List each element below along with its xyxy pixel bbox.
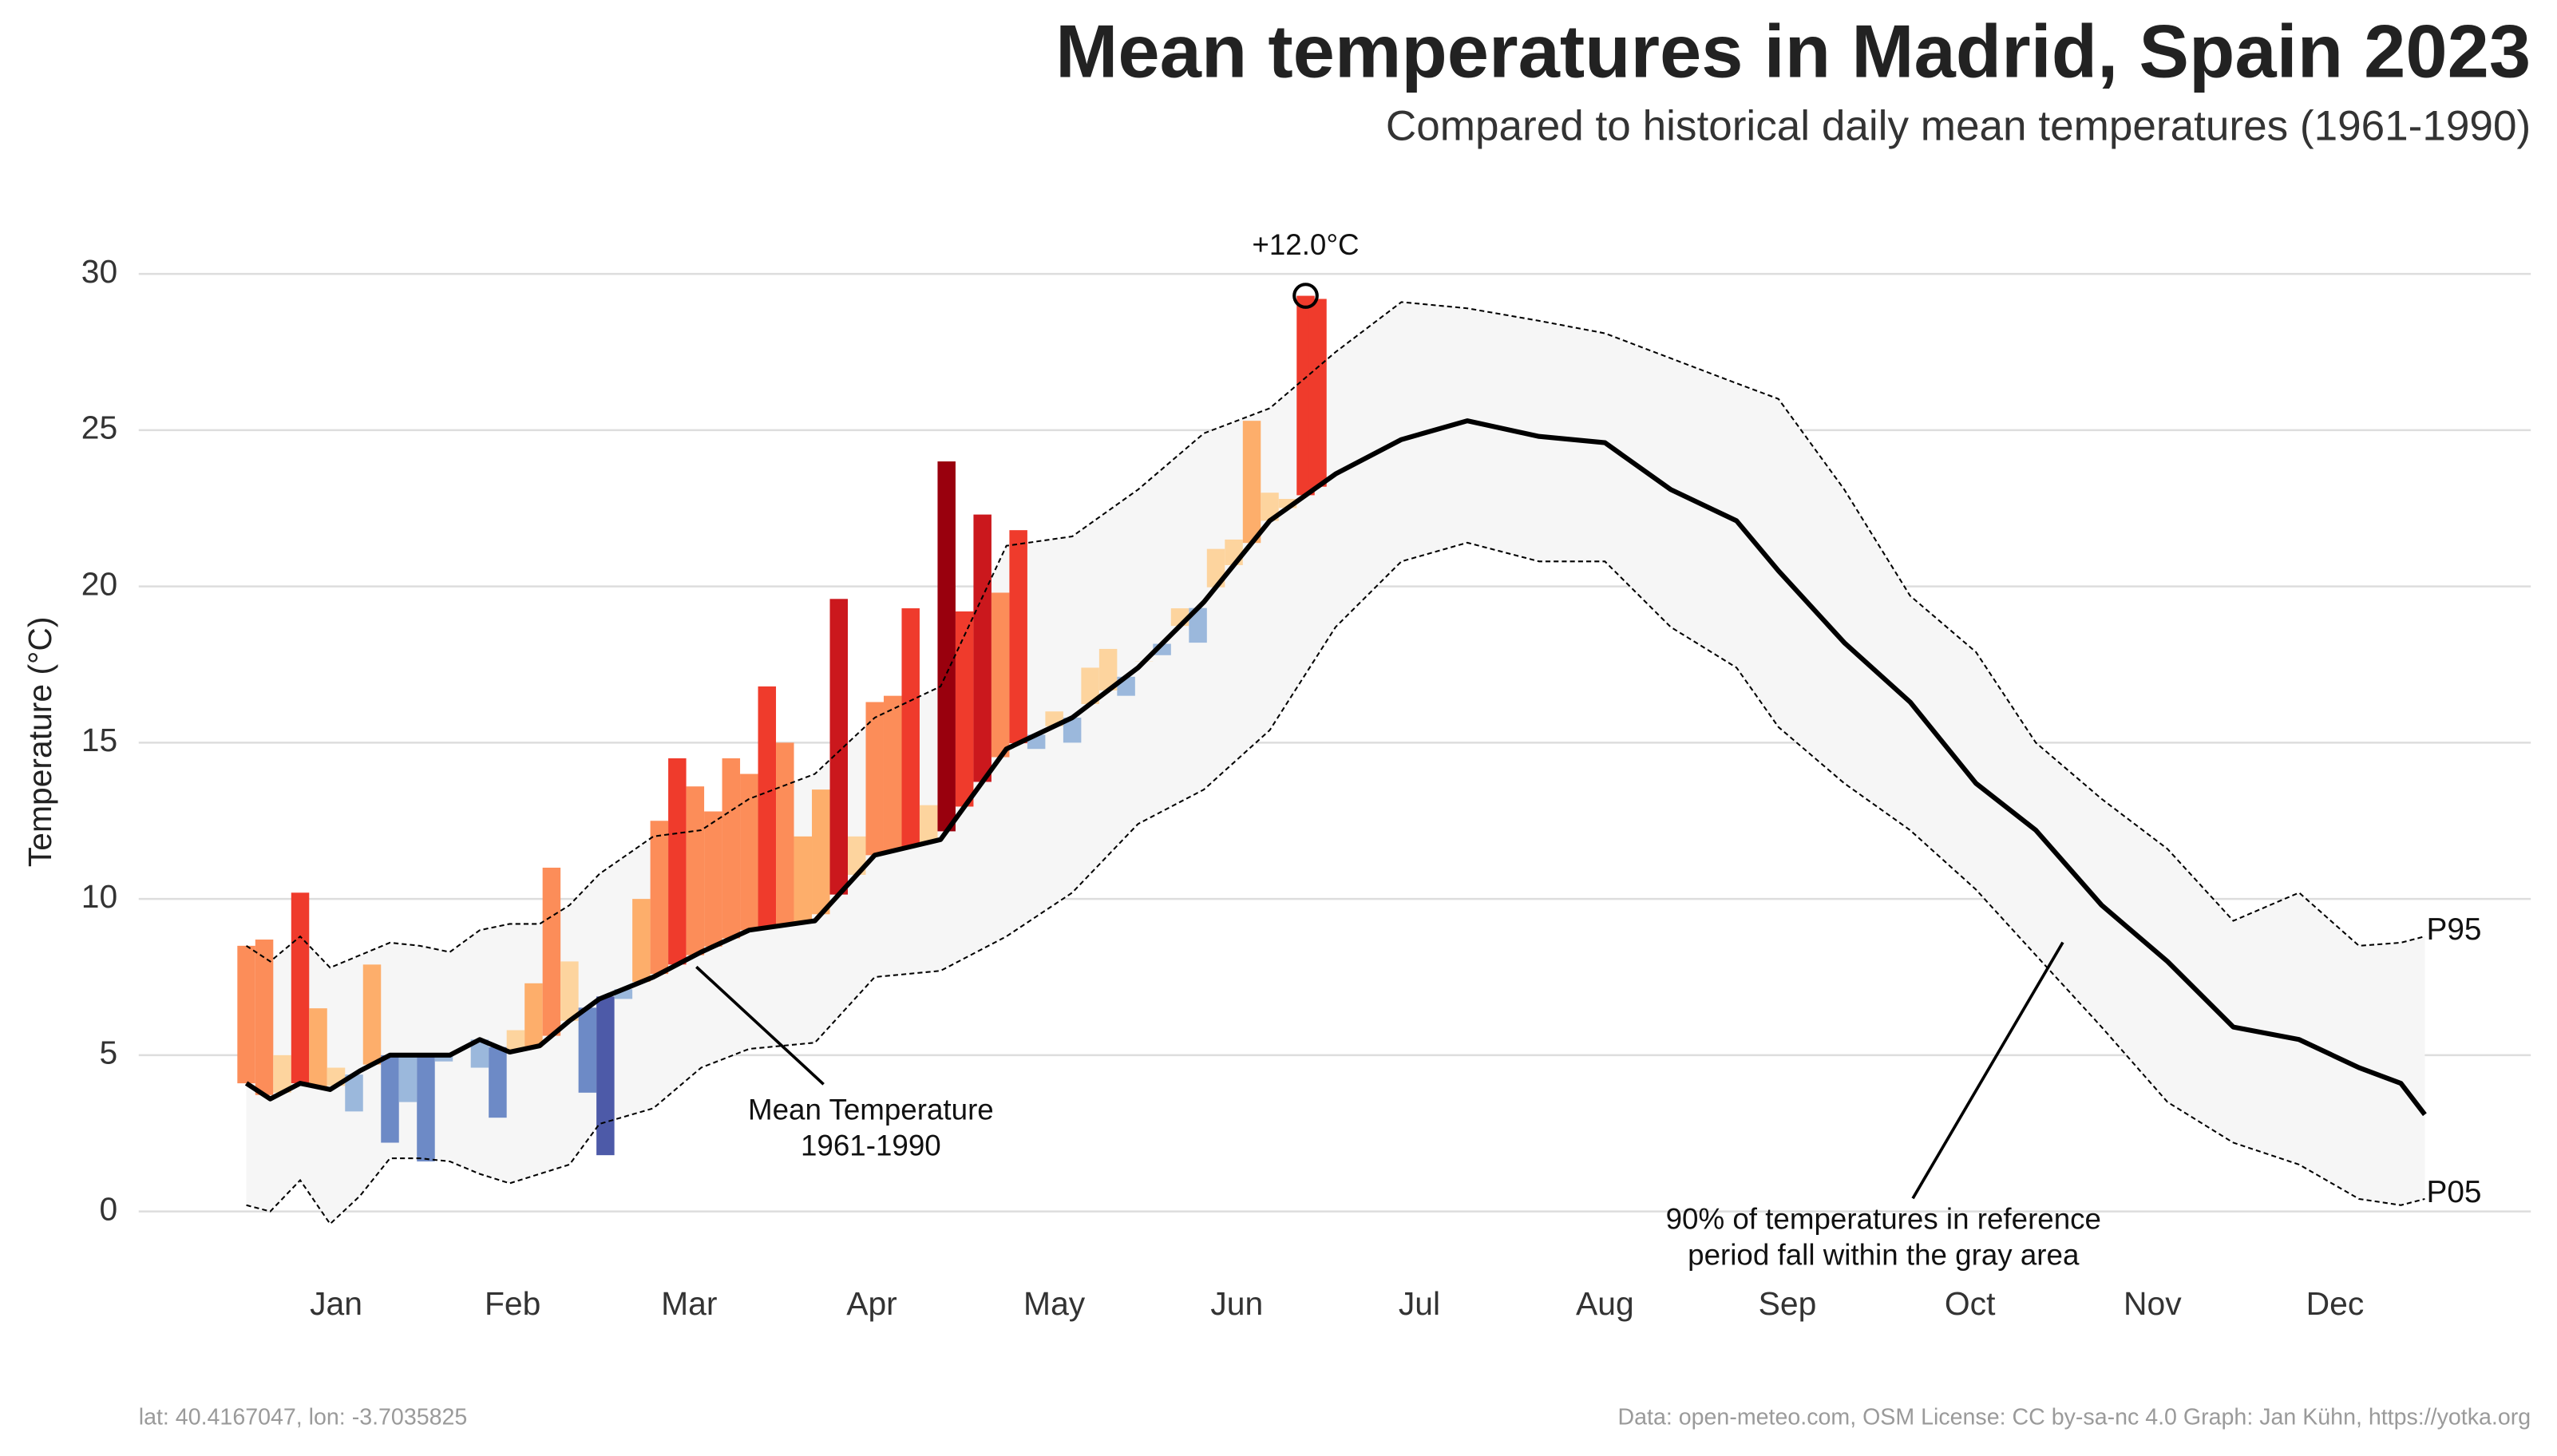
anomaly-bar	[1261, 493, 1279, 521]
x-tick-label: Jun	[1210, 1285, 1263, 1322]
x-tick-label: Feb	[485, 1285, 540, 1322]
plot-area: P95 P05 +12.0°C	[237, 228, 2481, 1225]
anomaly-bar	[668, 758, 687, 965]
y-tick-label: 5	[99, 1035, 117, 1071]
anomaly-bar	[417, 1054, 435, 1161]
x-tick-label: Aug	[1576, 1285, 1634, 1322]
anomaly-bar	[829, 599, 848, 895]
anomaly-bar	[865, 702, 884, 856]
footer-right: Data: open-meteo.com, OSM License: CC by…	[1618, 1405, 2531, 1430]
anomaly-bar	[434, 1054, 453, 1062]
anomaly-bar	[489, 1046, 507, 1118]
anomaly-bar	[273, 1054, 291, 1093]
x-tick-label: Nov	[2124, 1285, 2182, 1322]
anomaly-bar	[955, 611, 974, 807]
anomaly-bar	[1009, 530, 1027, 744]
leader-line	[695, 965, 825, 1086]
anomaly-bar	[506, 1030, 525, 1051]
anomaly-bar	[883, 695, 902, 851]
x-tick-label: Sep	[1759, 1285, 1817, 1322]
anomaly-bar	[1189, 607, 1207, 643]
y-tick-label: 15	[81, 722, 117, 758]
anomaly-bar	[632, 899, 651, 983]
y-tick-label: 30	[81, 253, 117, 290]
anomaly-bar	[560, 961, 579, 1021]
anomaly-bar	[650, 821, 669, 975]
anomaly-bar	[255, 940, 274, 1095]
chart-subtitle: Compared to historical daily mean temper…	[1386, 102, 2531, 149]
anomaly-bar	[542, 867, 561, 1036]
x-tick-label: Jan	[310, 1285, 362, 1322]
x-tick-label: Oct	[1945, 1285, 1996, 1322]
chart-title: Mean temperatures in Madrid, Spain 2023	[1055, 9, 2531, 93]
anomaly-bar	[901, 608, 920, 847]
anomaly-bar	[291, 892, 310, 1084]
mean-line	[244, 418, 2427, 1117]
y-tick-label: 20	[81, 565, 117, 602]
anomaly-bar	[524, 983, 543, 1047]
percentile-label: P05	[2426, 1175, 2481, 1209]
footer-left: lat: 40.4167047, lon: -3.7035825	[139, 1405, 468, 1430]
anomaly-bar	[919, 805, 938, 843]
anomaly-bar	[1098, 648, 1118, 690]
x-tick-label: Dec	[2306, 1285, 2365, 1322]
annotation: Mean Temperature	[748, 1094, 994, 1126]
anomaly-bar	[704, 811, 722, 947]
max-marker	[1292, 283, 1319, 309]
anomaly-bar	[1063, 718, 1082, 743]
y-tick-label: 25	[81, 410, 117, 446]
anomaly-bar	[812, 789, 830, 915]
anomaly-bar	[937, 461, 956, 832]
anomaly-bar	[722, 758, 741, 939]
y-tick-label: 0	[99, 1190, 117, 1227]
x-tick-label: May	[1023, 1285, 1086, 1322]
anomaly-bar	[345, 1074, 363, 1112]
percentile-label: P95	[2426, 912, 2481, 947]
anomaly-bar	[973, 514, 992, 782]
anomaly-bar	[237, 945, 255, 1084]
annotation: 1961-1990	[801, 1130, 941, 1162]
anomaly-bar	[596, 996, 615, 1156]
anomaly-bar	[398, 1054, 418, 1102]
y-tick-label: 10	[81, 878, 117, 915]
anomaly-bar	[758, 686, 777, 928]
anomaly-bar	[1278, 499, 1297, 508]
x-tick-label: Jul	[1399, 1285, 1440, 1322]
annotation: +12.0°C	[1252, 228, 1359, 261]
percentile-line	[246, 301, 2425, 969]
annotation: period fall within the gray area	[1688, 1239, 2080, 1272]
anomaly-bar	[470, 1039, 489, 1068]
anomaly-bar	[381, 1054, 399, 1143]
anomaly-bar	[776, 742, 794, 925]
anomaly-bar	[686, 786, 705, 956]
leader-line	[1911, 941, 2064, 1200]
x-tick-label: Apr	[846, 1285, 897, 1322]
annotation: 90% of temperatures in reference	[1666, 1203, 2101, 1236]
anomaly-bar	[991, 592, 1010, 758]
anomaly-bar	[578, 1007, 597, 1093]
anomaly-bar	[1081, 667, 1099, 704]
anomaly-bar	[740, 774, 758, 931]
x-tick-label: Mar	[661, 1285, 717, 1322]
y-axis-label: Temperature (°C)	[22, 617, 58, 868]
anomaly-bar	[1206, 548, 1225, 588]
anomaly-bar	[847, 836, 866, 875]
anomaly-bar	[362, 964, 382, 1065]
anomaly-bar	[1308, 299, 1327, 487]
percentile-line	[246, 541, 2425, 1225]
anomaly-bar	[1242, 421, 1261, 544]
anomaly-bar	[794, 836, 813, 923]
anomaly-bar	[309, 1008, 327, 1087]
reference-band	[246, 302, 2425, 1225]
